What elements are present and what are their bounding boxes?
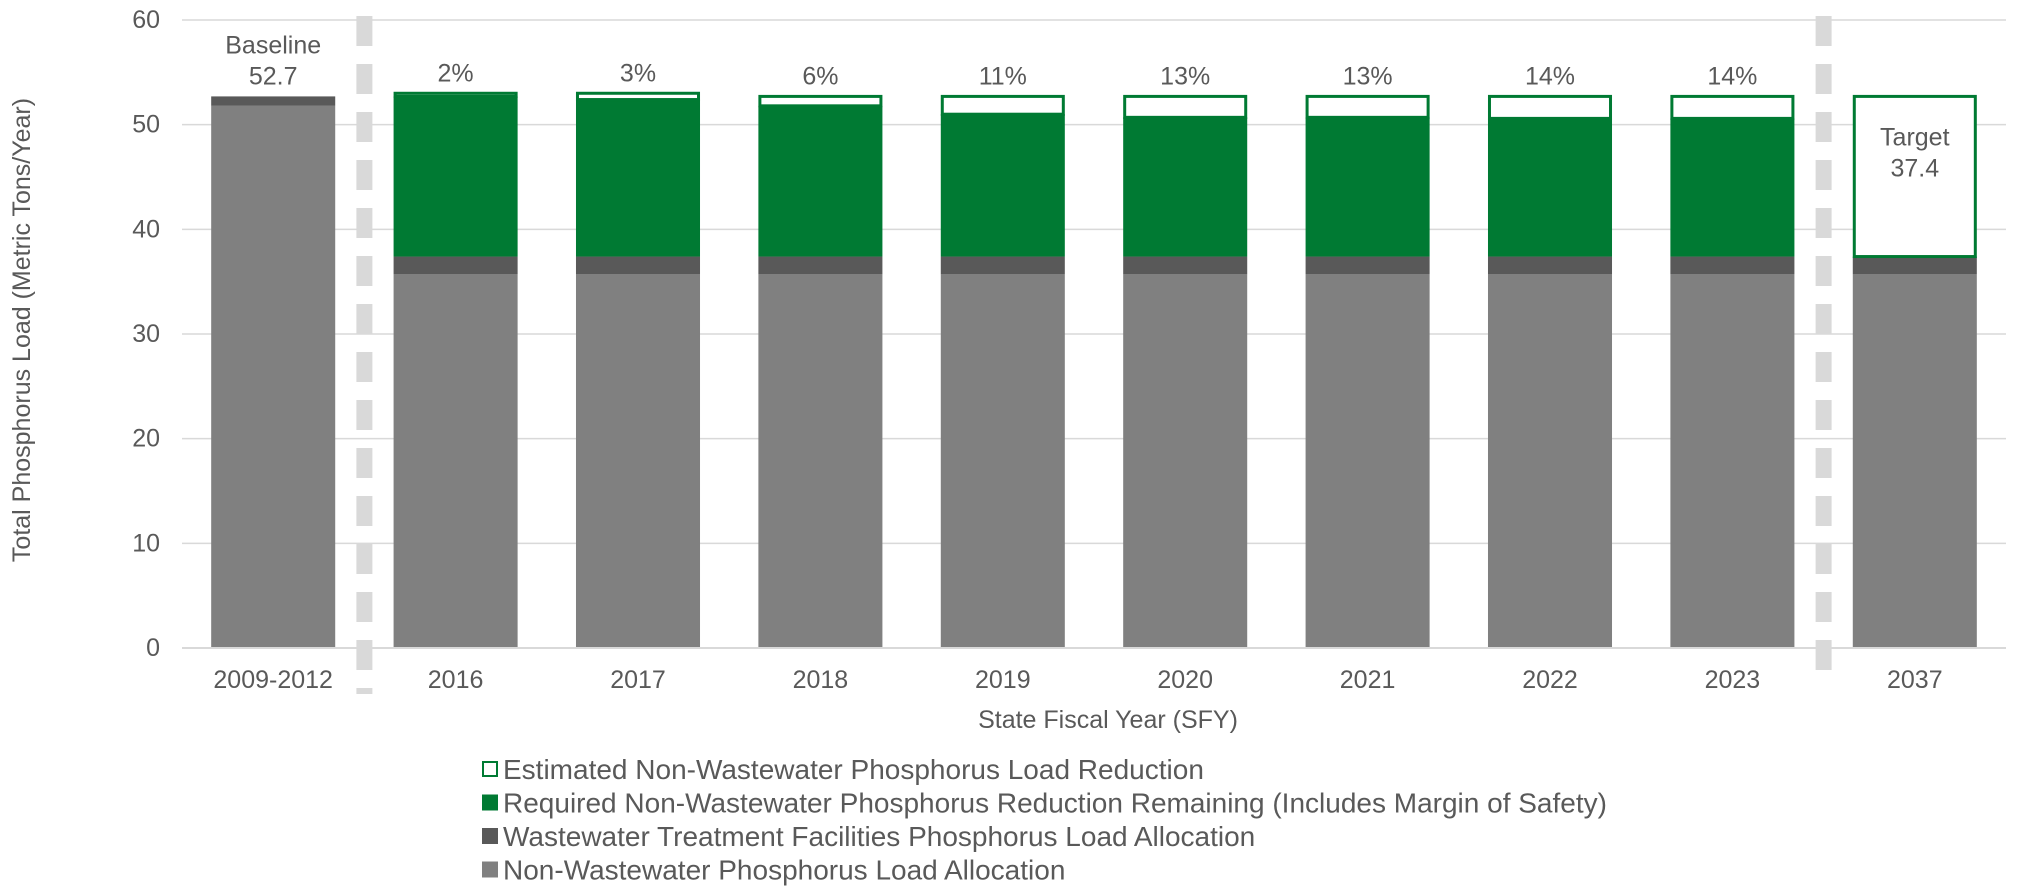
bar-data-label: 6% — [802, 62, 838, 90]
category-label: 2037 — [1887, 666, 1943, 694]
category-labels: 2009-2012 2016 2017 2018 2019 2020 2021 2022 202… — [213, 666, 1942, 694]
category-label: 2009-2012 — [213, 666, 333, 694]
bar-segment — [393, 91, 518, 98]
bar-segment — [1305, 274, 1430, 648]
bar-data-label: 3% — [620, 59, 656, 87]
bar-segment — [940, 94, 1065, 116]
bar-segment — [758, 274, 883, 648]
legend-swatch — [482, 861, 498, 878]
bar-segment — [211, 96, 336, 106]
y-tick-label: 40 — [132, 215, 160, 243]
y-tick-label: 60 — [132, 6, 160, 34]
bar-segment — [940, 114, 1065, 257]
legend-label: Wastewater Treatment Facilities Phosphor… — [503, 821, 1255, 852]
y-tick-label: 50 — [132, 111, 160, 139]
category-label: 2022 — [1522, 666, 1578, 694]
bar-data-label: 14% — [1525, 62, 1575, 90]
bar-segment — [1670, 118, 1795, 257]
bar-data-label: 13% — [1343, 62, 1393, 90]
bar-segment — [940, 274, 1065, 648]
bar-segment — [1670, 274, 1795, 648]
bar-segment — [1852, 256, 1977, 275]
category-label: 2023 — [1705, 666, 1761, 694]
bar-labels: Baseline 52.7 2% 3% 6% 11% 13% 13% 14% 14% Target 3… — [225, 31, 1949, 182]
category-label: 2020 — [1157, 666, 1213, 694]
bar-segment — [575, 256, 701, 275]
legend-label: Estimated Non-Wastewater Phosphorus Load… — [503, 754, 1204, 785]
y-tick-label: 0 — [146, 634, 160, 662]
legend-swatch — [482, 828, 498, 844]
bars — [211, 91, 1977, 649]
bar-segment — [758, 105, 883, 257]
legend-swatch — [482, 761, 498, 777]
bar-segment — [1305, 117, 1430, 257]
legend-label: Non-Wastewater Phosphorus Load Allocatio… — [503, 855, 1065, 886]
bar-segment — [575, 91, 701, 102]
bar-segment — [758, 256, 883, 275]
bar-segment — [1670, 94, 1795, 120]
bar-segment — [393, 256, 518, 275]
bar-segment — [1852, 94, 1977, 259]
legend-swatch — [482, 794, 498, 811]
bar-segment — [575, 99, 701, 257]
target-annotation: Target 37.4 — [1880, 124, 1950, 183]
bar-segment — [211, 105, 336, 649]
bar-segment — [575, 274, 701, 648]
y-tick-label: 10 — [132, 529, 160, 557]
x-axis-title: State Fiscal Year (SFY) — [978, 706, 1238, 734]
bar-segment — [393, 274, 518, 648]
legend: Estimated Non-Wastewater Phosphorus Load… — [482, 754, 1607, 886]
y-tick-label: 20 — [132, 425, 160, 453]
category-label: 2017 — [610, 666, 666, 694]
bar-segment — [1670, 256, 1795, 275]
separators — [356, 16, 1832, 694]
bar-segment — [1487, 256, 1613, 275]
bar-data-label: 14% — [1707, 62, 1757, 90]
bar-segment — [1305, 94, 1430, 119]
bar-segment — [1487, 274, 1613, 648]
legend-label: Required Non-Wastewater Phosphorus Reduc… — [503, 788, 1607, 819]
bar-segment — [1123, 94, 1248, 119]
category-label: 2019 — [975, 666, 1031, 694]
y-tick-label: 30 — [132, 320, 160, 348]
bar-segment — [1305, 256, 1430, 275]
bar-segment — [1852, 274, 1977, 648]
bar-segment — [940, 256, 1065, 275]
bar-segment — [1123, 256, 1248, 275]
bar-segment — [1123, 274, 1248, 648]
bar-segment — [758, 94, 883, 108]
category-label: 2016 — [428, 666, 484, 694]
category-label: 2021 — [1340, 666, 1396, 694]
bar-data-label: 11% — [979, 62, 1027, 90]
category-label: 2018 — [793, 666, 849, 694]
bar-segment — [1123, 117, 1248, 257]
bar-data-label: 13% — [1160, 62, 1210, 90]
bar-segment — [1487, 94, 1613, 120]
bar-segment — [1487, 118, 1613, 257]
y-axis-title: Total Phosphorus Load (Metric Tons/Year) — [8, 98, 36, 562]
bar-segment — [393, 96, 518, 257]
bar-data-label: 2% — [438, 59, 474, 87]
y-axis-ticks: 0 10 20 30 40 50 60 — [132, 6, 160, 662]
bar-data-label: Baseline 52.7 — [225, 31, 321, 90]
